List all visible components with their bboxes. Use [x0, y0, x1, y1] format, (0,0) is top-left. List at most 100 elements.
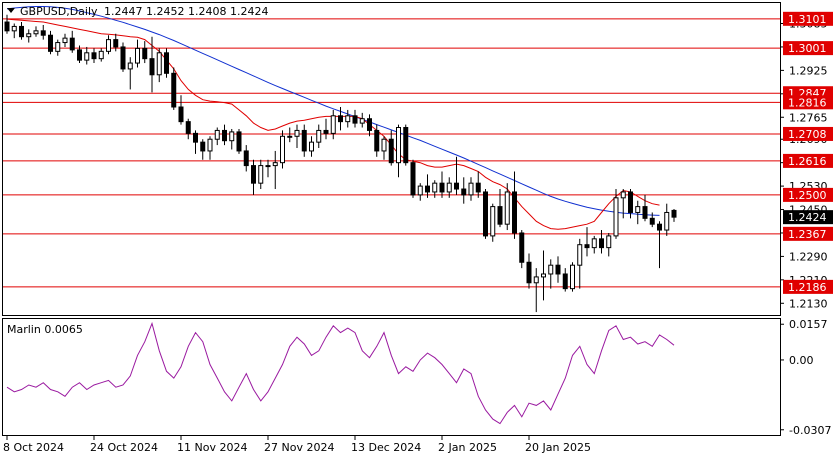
candle — [396, 124, 401, 178]
candle-body — [649, 217, 655, 225]
candle — [468, 177, 474, 201]
candle-body — [11, 25, 17, 32]
candle-body — [381, 138, 387, 152]
date-axis-tick-label: 24 Oct 2024 — [90, 441, 158, 454]
level-tag-label: 1.2816 — [788, 96, 827, 109]
candle — [664, 203, 670, 236]
candle-body — [671, 209, 677, 218]
candle-body — [287, 135, 293, 138]
level-tag — [783, 126, 833, 141]
current-price-label: 1.2424 — [788, 211, 827, 224]
candle-body — [156, 52, 162, 76]
current-price-box — [783, 210, 833, 225]
candle — [316, 124, 322, 149]
marlin-axis-tick-label: -0.0307 — [789, 424, 831, 437]
candle — [367, 114, 372, 137]
candle — [207, 136, 213, 160]
candle-body — [316, 129, 322, 143]
candle-body — [461, 188, 467, 196]
candle-body — [446, 182, 452, 193]
candle-body — [562, 273, 568, 290]
level-tag — [783, 187, 833, 202]
candle-body — [541, 273, 546, 278]
candle — [243, 145, 249, 172]
candle-body — [40, 30, 46, 36]
candle — [222, 124, 227, 146]
level-tag-label: 1.2186 — [788, 281, 827, 294]
candle-body — [135, 47, 140, 64]
candle-body — [149, 58, 155, 76]
candle — [69, 30, 75, 53]
candle-body — [606, 235, 612, 249]
candle — [98, 48, 104, 62]
candle — [84, 46, 90, 65]
candle — [40, 24, 46, 40]
candle — [120, 42, 126, 72]
candle-body — [490, 206, 496, 237]
candle-body — [555, 264, 561, 275]
date-axis-tick-label: 8 Oct 2024 — [3, 441, 64, 454]
candle-body — [388, 138, 394, 164]
candle — [178, 95, 184, 125]
candlesticks — [4, 14, 677, 313]
date-axis-tick-label: 13 Dec 2024 — [351, 441, 421, 454]
candle — [359, 112, 365, 128]
candle-body — [77, 49, 82, 61]
candle — [185, 118, 191, 140]
candle — [381, 136, 387, 160]
candle — [432, 180, 438, 198]
candle — [454, 156, 459, 195]
candle-body — [475, 182, 481, 193]
level-tag-label: 1.2616 — [788, 155, 827, 168]
candle — [606, 232, 612, 257]
candle — [164, 48, 169, 78]
candle-body — [4, 21, 10, 32]
candle-body — [570, 264, 575, 290]
candle — [425, 174, 430, 198]
candle-body — [497, 206, 503, 225]
candle — [323, 118, 329, 140]
candle-body — [62, 37, 68, 44]
candle — [526, 253, 532, 289]
level-tag — [783, 41, 833, 56]
candle — [149, 36, 155, 93]
candle-body — [185, 121, 191, 134]
candle — [301, 124, 307, 157]
candle-body — [33, 30, 39, 35]
collapse-triangle-icon[interactable] — [7, 8, 15, 13]
candle — [19, 22, 24, 40]
candle-body — [635, 206, 641, 213]
candle-body — [359, 118, 365, 124]
candle-body — [338, 115, 343, 123]
candle — [388, 130, 394, 166]
candle-body — [439, 182, 445, 193]
candle — [135, 39, 140, 68]
candle — [287, 127, 293, 143]
candle-body — [620, 191, 626, 199]
level-tag — [783, 153, 833, 168]
candle-body — [84, 52, 90, 61]
marlin-axis: 0.0157 0.00 -0.0307 — [780, 318, 831, 437]
candle-body — [533, 276, 539, 284]
level-tag-label: 1.3001 — [788, 42, 827, 55]
marlin-title: Marlin 0.0065 — [7, 323, 83, 336]
date-axis-tick-label: 2 Jan 2025 — [438, 441, 497, 454]
candle-body — [113, 39, 119, 48]
candle-body — [352, 115, 358, 124]
level-tag — [783, 279, 833, 294]
level-tag — [783, 226, 833, 241]
candle-body — [214, 129, 220, 140]
candle-body — [483, 191, 488, 237]
candle — [214, 127, 220, 146]
marlin-axis-tick-label: 0.00 — [789, 354, 814, 367]
candle-body — [19, 25, 24, 38]
candle — [475, 171, 481, 198]
date-axis-tick-label: 20 Jan 2025 — [525, 441, 591, 454]
candle — [613, 189, 619, 239]
candle — [374, 124, 380, 157]
candle — [635, 200, 641, 225]
ohlc-values: 1.2447 1.2452 1.2408 1.2424 — [104, 5, 268, 18]
candle — [649, 212, 655, 228]
candle-body — [207, 138, 213, 152]
candle — [91, 48, 97, 64]
